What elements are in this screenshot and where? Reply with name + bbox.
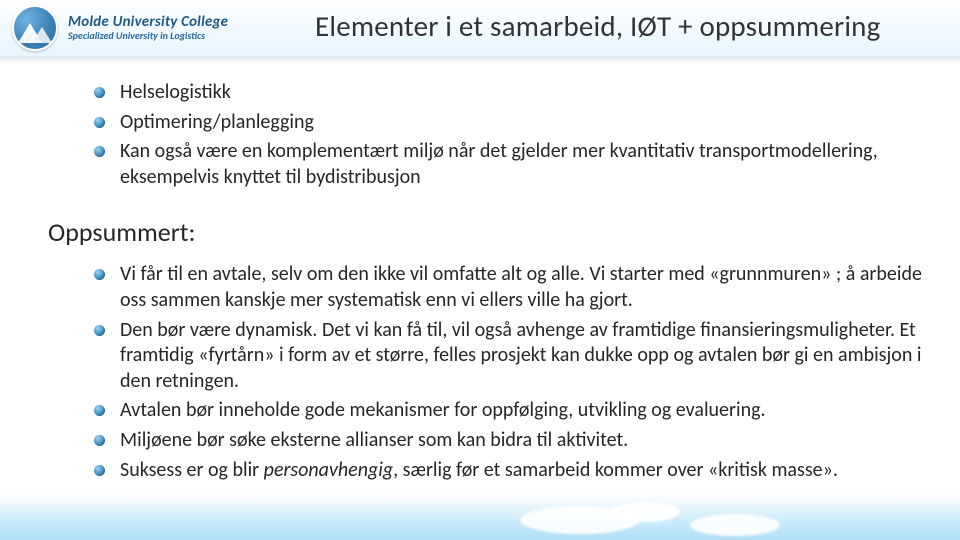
list-item: Miljøene bør søke eksterne allianser som…: [120, 428, 930, 454]
logo-text: Molde University College Specialized Uni…: [68, 15, 228, 41]
logo-mark-icon: [12, 5, 58, 51]
list-item: Optimering/planlegging: [120, 110, 930, 136]
list-item: Den bør være dynamisk. Det vi kan få til…: [120, 318, 930, 395]
logo: Molde University College Specialized Uni…: [0, 0, 228, 56]
header-shadow: [0, 56, 960, 64]
logo-line2: Specialized University in Logistics: [68, 31, 228, 42]
bottom-bullet-list: Vi får til en avtale, selv om den ikke v…: [48, 262, 930, 483]
list-item: Avtalen bør inneholde gode mekanismer fo…: [120, 398, 930, 424]
content-area: Helselogistikk Optimering/planlegging Kan …: [48, 80, 930, 487]
list-item: Suksess er og blir personavhengig, særli…: [120, 458, 930, 484]
top-bullet-list: Helselogistikk Optimering/planlegging Kan …: [48, 80, 930, 190]
list-item: Helselogistikk: [120, 80, 930, 106]
footer-sky: [0, 494, 960, 540]
list-item: Kan også være en komplementært miljø når…: [120, 139, 930, 190]
slide-title: Elementer i et samarbeid, IØT + oppsumme…: [315, 8, 950, 44]
list-item: Vi får til en avtale, selv om den ikke v…: [120, 262, 930, 313]
section-heading: Oppsummert:: [48, 216, 930, 248]
